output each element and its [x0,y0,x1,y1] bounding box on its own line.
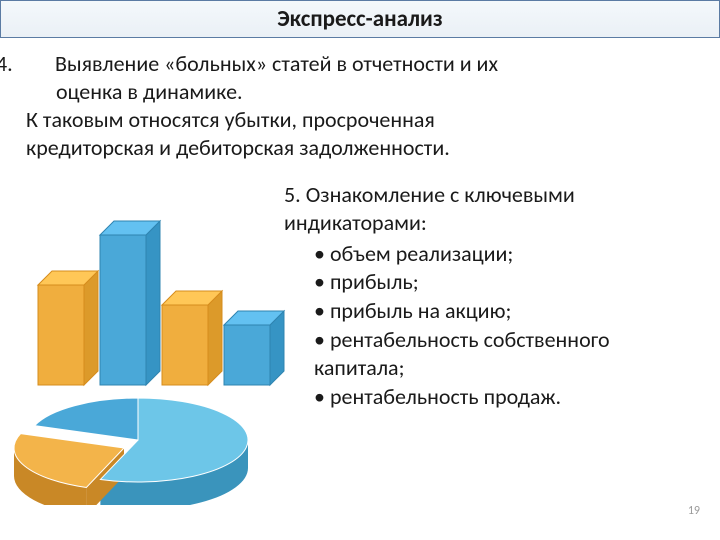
bullet-item: рентабельность собственного капитала; [314,326,704,383]
page-number: 19 [688,504,700,518]
slide-header: Экспресс-анализ [0,0,720,38]
point-4-body-a: К таковым относятся убытки, просроченная [26,106,694,134]
point-5-block: 5. Ознакомление с ключевыми индикаторами… [284,181,704,412]
point-5-head-a: Ознакомление с ключевыми [306,181,575,208]
chart-illustration [8,185,288,505]
bullet-item: рентабельность продаж. [314,383,704,412]
point-5-number: 5. [284,181,301,208]
lower-region: 5. Ознакомление с ключевыми индикаторами… [0,175,720,523]
point-4-block: 4. Выявление «больных» статей в отчетнос… [0,38,720,171]
point-5-line1: 5. Ознакомление с ключевыми [284,181,704,210]
point-4-lead-b: оценка в динамике. [26,78,694,106]
point-5-head-b: индикаторами: [284,209,704,238]
slide-title: Экспресс-анализ [277,5,442,33]
bullet-item: прибыль; [314,268,704,297]
bullet-item: прибыль на акцию; [314,297,704,326]
point-5-list: объем реализации; прибыль; прибыль на ак… [284,240,704,412]
point-4-number: 4. [26,50,50,78]
bullet-item: объем реализации; [314,240,704,269]
point-4-lead-a: Выявление «больных» статей в отчетности … [55,50,498,77]
point-4-body-b: кредиторская и дебиторская задолженности… [26,134,694,162]
point-4-line1: 4. Выявление «больных» статей в отчетнос… [26,50,694,78]
